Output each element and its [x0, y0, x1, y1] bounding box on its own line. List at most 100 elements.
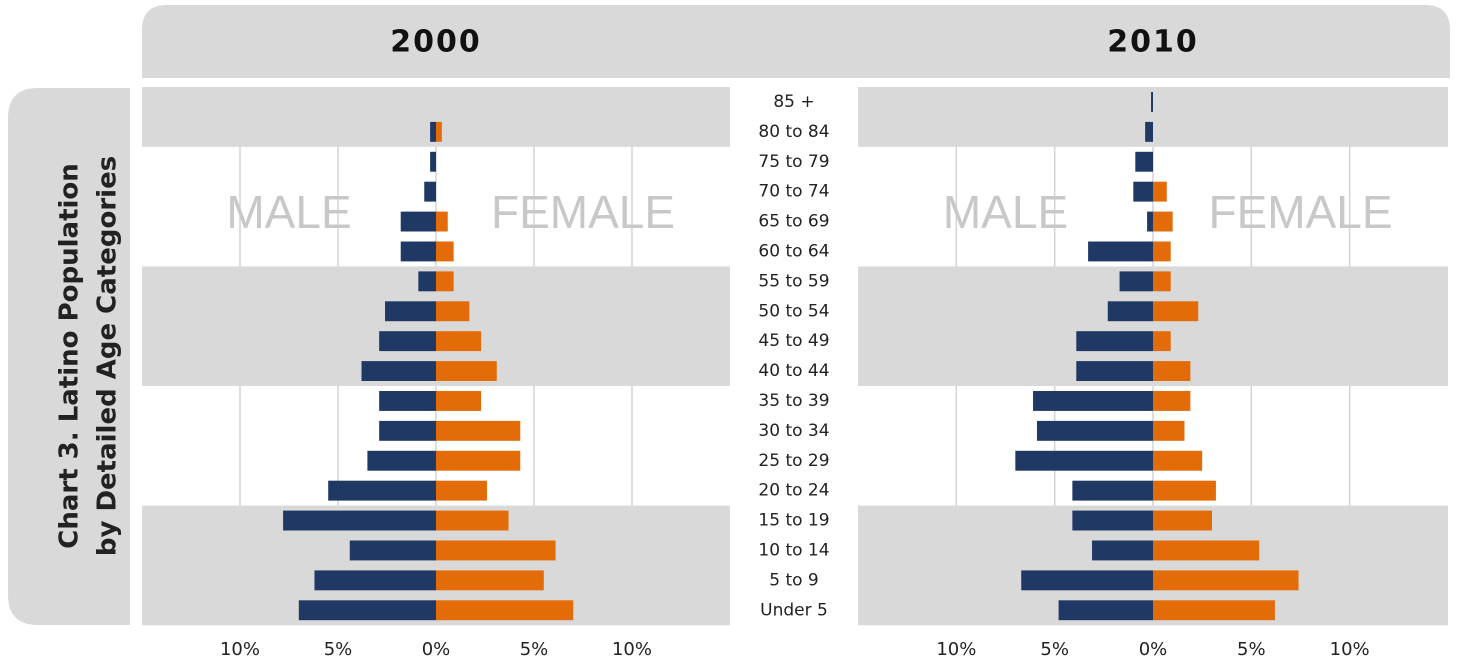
- bar: [283, 510, 436, 531]
- category-label: 30 to 34: [758, 421, 829, 441]
- header-band: [142, 5, 1450, 78]
- series-watermark: MALE: [943, 186, 1068, 238]
- bar: [436, 241, 454, 262]
- side-title: Chart 3. Latino Population: [55, 163, 85, 549]
- bar: [379, 331, 436, 352]
- bar: [314, 570, 436, 591]
- bar: [1015, 450, 1153, 471]
- bar: [1092, 540, 1153, 561]
- bar: [436, 121, 442, 142]
- bar: [1076, 331, 1153, 352]
- bar: [436, 480, 487, 501]
- bar: [418, 271, 436, 292]
- bar: [1058, 600, 1153, 621]
- bar: [361, 361, 436, 381]
- bar: [1076, 361, 1153, 381]
- category-label: 40 to 44: [758, 361, 829, 381]
- series-watermark: FEMALE: [1208, 186, 1392, 238]
- panel-title: 2010: [1107, 25, 1199, 60]
- category-label: 65 to 69: [758, 212, 829, 232]
- x-tick-label: 5%: [324, 639, 353, 660]
- bar: [436, 301, 470, 322]
- bar: [1153, 361, 1191, 381]
- bar: [436, 211, 448, 232]
- category-label: 35 to 39: [758, 391, 829, 411]
- side-band: [8, 88, 130, 625]
- category-label: 5 to 9: [769, 570, 819, 590]
- bar: [1153, 540, 1260, 561]
- bar: [436, 331, 482, 352]
- bar: [424, 181, 436, 202]
- x-tick-label: 5%: [1040, 639, 1069, 660]
- panel-title: 2000: [390, 25, 482, 60]
- bar: [1153, 301, 1199, 322]
- bar: [436, 570, 544, 591]
- bar: [385, 301, 436, 322]
- bar: [1033, 391, 1153, 411]
- bar: [436, 391, 482, 411]
- x-tick-label: 10%: [936, 639, 976, 660]
- bar: [1153, 211, 1173, 232]
- bar: [1153, 181, 1167, 202]
- bar: [1153, 570, 1299, 591]
- side-title: by Detailed Age Categories: [93, 156, 123, 556]
- category-label: 55 to 59: [758, 271, 829, 291]
- bar: [400, 241, 436, 262]
- bar: [1153, 480, 1216, 501]
- category-label: 75 to 79: [758, 152, 829, 172]
- bar: [1133, 181, 1153, 202]
- bar: [1107, 301, 1153, 322]
- bar: [1119, 271, 1153, 292]
- bar: [1153, 391, 1191, 411]
- category-label: 25 to 29: [758, 451, 829, 471]
- x-tick-label: 10%: [220, 639, 260, 660]
- x-tick-label: 5%: [1237, 639, 1266, 660]
- bar: [349, 540, 436, 561]
- bar: [1021, 570, 1153, 591]
- bar: [436, 510, 509, 531]
- series-watermark: MALE: [226, 186, 351, 238]
- category-label: 50 to 54: [758, 301, 829, 321]
- bar: [430, 121, 436, 142]
- bar: [367, 450, 436, 471]
- bar: [1153, 510, 1212, 531]
- bar: [1153, 450, 1203, 471]
- bar: [436, 271, 454, 292]
- bar: [1147, 211, 1153, 232]
- bar: [436, 361, 497, 381]
- category-label: 85 +: [773, 92, 814, 112]
- bar: [1151, 92, 1153, 112]
- category-label: 60 to 64: [758, 241, 829, 261]
- bar: [400, 211, 436, 232]
- bar: [1153, 420, 1185, 441]
- bar: [1145, 121, 1153, 142]
- x-tick-label: 10%: [612, 639, 652, 660]
- bar: [1088, 241, 1153, 262]
- bar: [379, 391, 436, 411]
- bar: [328, 480, 436, 501]
- bar: [1153, 241, 1171, 262]
- category-label: 70 to 74: [758, 182, 829, 202]
- bar: [1153, 331, 1171, 352]
- bar: [1135, 151, 1153, 172]
- x-tick-label: 0%: [1139, 639, 1168, 660]
- bar: [1153, 600, 1275, 621]
- x-tick-label: 0%: [422, 639, 451, 660]
- bar: [436, 420, 521, 441]
- category-label: 20 to 24: [758, 481, 829, 501]
- bar: [1036, 420, 1153, 441]
- bar: [436, 600, 574, 621]
- bar: [1072, 510, 1153, 531]
- category-label: 80 to 84: [758, 122, 829, 142]
- bar: [379, 420, 436, 441]
- x-tick-label: 10%: [1330, 639, 1370, 660]
- bar: [430, 151, 436, 172]
- bar: [1072, 480, 1153, 501]
- bar: [436, 540, 556, 561]
- category-label: 15 to 19: [758, 511, 829, 531]
- category-label: Under 5: [760, 600, 828, 620]
- x-tick-label: 5%: [520, 639, 549, 660]
- category-label: 10 to 14: [758, 540, 829, 560]
- series-watermark: FEMALE: [491, 186, 675, 238]
